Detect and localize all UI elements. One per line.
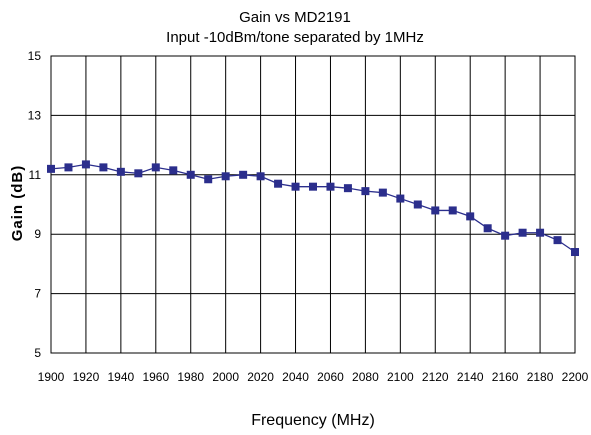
data-point-marker (483, 224, 492, 233)
x-tick-label: 2060 (317, 370, 344, 384)
data-point-marker (99, 163, 108, 172)
data-point-marker (326, 182, 335, 191)
data-point-marker (361, 187, 370, 196)
data-point-marker (413, 200, 422, 209)
x-tick-label: 2160 (492, 370, 519, 384)
x-tick-label: 2180 (527, 370, 554, 384)
data-point-marker (47, 164, 55, 173)
x-axis-label: Frequency (MHz) (251, 412, 375, 429)
grid-lines (50, 55, 576, 354)
data-point-marker (256, 172, 265, 181)
chart-title: Gain vs MD2191 (239, 9, 351, 26)
x-tick-label: 1960 (142, 370, 169, 384)
data-point-marker (116, 167, 125, 176)
x-tick-label: 1980 (177, 370, 204, 384)
x-tick-label: 2040 (282, 370, 309, 384)
x-tick-label: 1900 (38, 370, 65, 384)
y-tick-labels: 5 7 9 11 13 15 (28, 49, 42, 360)
x-tick-label: 2200 (562, 370, 589, 384)
data-point-marker (553, 236, 562, 245)
data-point-marker (81, 160, 90, 169)
data-point-marker (466, 212, 475, 221)
data-point-marker (536, 228, 545, 237)
y-tick-label: 13 (28, 108, 42, 122)
data-point-marker (343, 184, 352, 193)
data-point-marker (309, 182, 317, 191)
x-tick-label: 2020 (247, 370, 274, 384)
x-tick-label: 1920 (73, 370, 100, 384)
data-point-marker (239, 170, 248, 179)
data-point-marker (291, 182, 300, 191)
x-tick-label: 1940 (108, 370, 135, 384)
x-tick-label: 2100 (387, 370, 414, 384)
series-line (50, 163, 576, 253)
x-tick-label: 2120 (422, 370, 449, 384)
data-point-marker (151, 163, 160, 172)
data-point-marker (396, 194, 405, 203)
data-point-marker (64, 163, 73, 172)
data-point-marker (169, 166, 178, 175)
x-tick-label: 2080 (352, 370, 379, 384)
data-point-marker (571, 248, 579, 257)
x-tick-label: 2000 (212, 370, 239, 384)
x-tick-label: 2140 (457, 370, 484, 384)
data-point-marker (221, 172, 230, 181)
data-point-marker (378, 188, 387, 197)
y-tick-label: 9 (34, 227, 41, 241)
data-point-marker (448, 206, 457, 215)
y-tick-label: 11 (29, 168, 42, 182)
data-point-marker (518, 228, 527, 237)
data-series (47, 160, 579, 257)
data-point-marker (204, 175, 213, 184)
y-tick-label: 5 (34, 346, 41, 360)
data-point-marker (134, 169, 143, 178)
x-tick-labels: 1900 1920 1940 1960 1980 2000 2020 2040 2060 2080… (38, 370, 589, 384)
y-tick-label: 15 (28, 49, 42, 63)
chart-subtitle: Input -10dBm/tone separated by 1MHz (166, 29, 424, 46)
plot-area-frame (50, 55, 576, 354)
data-point-marker (501, 231, 510, 240)
y-axis-label: Gain (dB) (9, 165, 26, 242)
data-point-marker (274, 179, 283, 188)
data-point-marker (431, 206, 440, 215)
y-tick-label: 7 (34, 287, 41, 301)
data-point-marker (186, 170, 195, 179)
